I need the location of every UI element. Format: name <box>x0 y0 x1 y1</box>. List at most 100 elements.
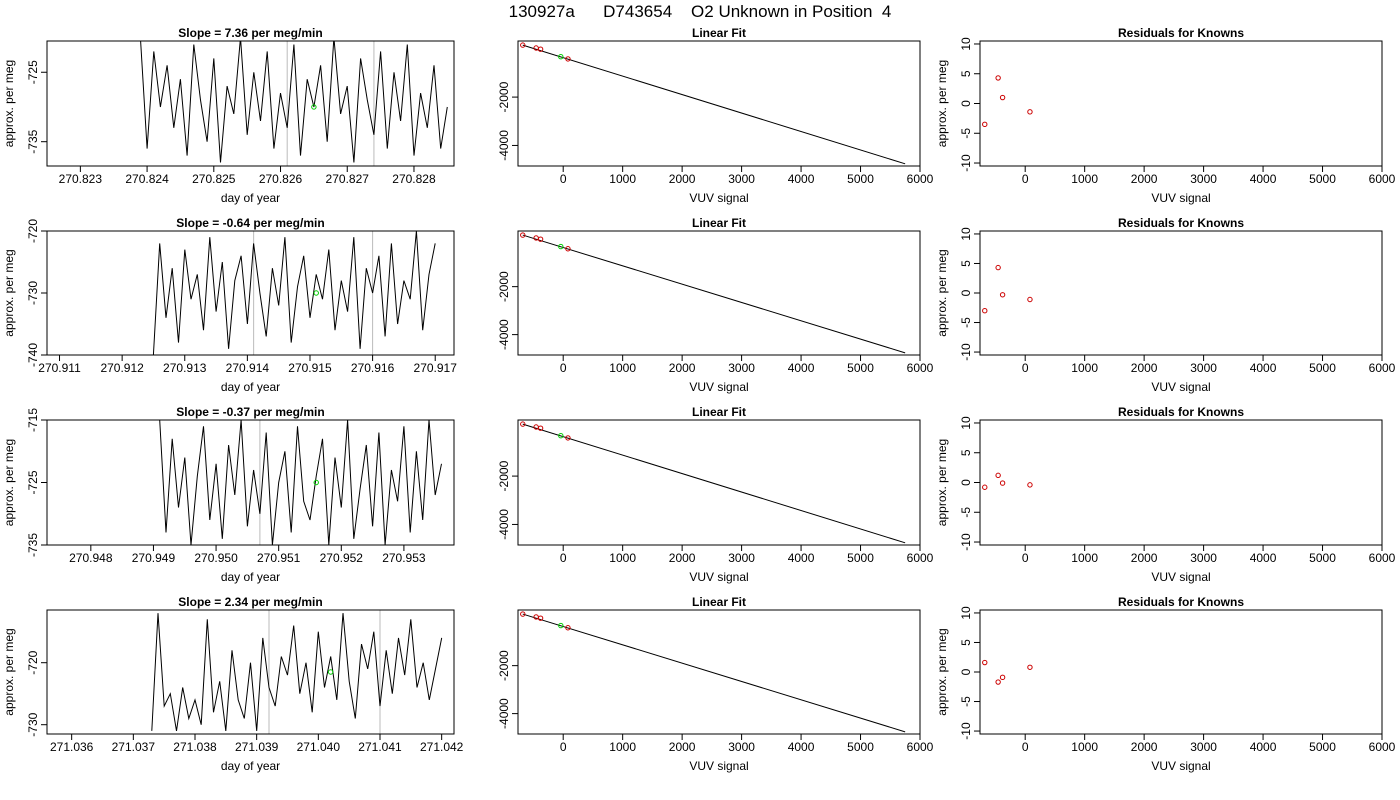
linear-fit-line <box>522 423 906 544</box>
x-tick-label: 270.825 <box>192 172 236 186</box>
x-tick-label: 0 <box>1022 172 1029 186</box>
x-tick-label: 4000 <box>1250 740 1277 754</box>
y-tick-label: 10 <box>959 37 973 51</box>
plot-frame <box>46 230 455 356</box>
plot-frame <box>46 40 455 167</box>
known-point-marker <box>999 292 1006 298</box>
x-tick-label: 1000 <box>1071 172 1098 186</box>
unknown-point-marker <box>327 669 334 675</box>
x-tick-label: 2000 <box>669 361 696 375</box>
x-tick-label: 5000 <box>1309 740 1336 754</box>
x-tick-label: 4000 <box>788 551 815 565</box>
x-tick-label: 2000 <box>1131 740 1158 754</box>
known-point-marker <box>999 674 1006 681</box>
x-tick-label: 0 <box>1022 361 1029 375</box>
x-tick-label: 2000 <box>1131 361 1158 375</box>
known-point-marker <box>1027 296 1033 303</box>
plot-frame <box>517 40 921 167</box>
x-tick-label: 5000 <box>847 172 874 186</box>
x-axis-label: VUV signal <box>1151 759 1210 773</box>
y-tick-label: -725 <box>26 60 40 84</box>
y-tick-label: 5 <box>959 639 973 646</box>
y-tick-label: -730 <box>26 281 40 305</box>
panel-title: Slope = -0.64 per meg/min <box>176 216 324 230</box>
x-tick-label: 3000 <box>1190 551 1217 565</box>
y-tick-label: -2000 <box>497 271 511 302</box>
x-axis-label: VUV signal <box>1151 570 1210 584</box>
unknown-point-marker <box>311 104 317 110</box>
x-tick-label: 6000 <box>907 172 934 186</box>
x-tick-label: 6000 <box>907 551 934 565</box>
x-tick-label: 270.949 <box>132 551 176 565</box>
y-tick-label: -2000 <box>497 650 511 681</box>
x-tick-label: 3000 <box>728 740 755 754</box>
x-tick-label: 2000 <box>669 551 696 565</box>
x-tick-label: 3000 <box>728 551 755 565</box>
x-axis-label: VUV signal <box>689 191 748 205</box>
x-axis-label: VUV signal <box>689 380 748 394</box>
x-axis-label: VUV signal <box>689 759 748 773</box>
x-tick-label: 1000 <box>609 551 636 565</box>
x-tick-label: 271.038 <box>173 740 217 754</box>
x-tick-label: 5000 <box>847 551 874 565</box>
x-tick-label: 6000 <box>1369 361 1396 375</box>
panel-title: Slope = 7.36 per meg/min <box>178 26 322 40</box>
known-point-marker <box>565 246 571 252</box>
x-tick-label: 270.952 <box>320 551 364 565</box>
signal-trace-line <box>140 41 448 163</box>
x-tick-label: 270.951 <box>257 551 301 565</box>
x-tick-label: 0 <box>1022 551 1029 565</box>
y-tick-label: -5 <box>959 128 973 139</box>
y-tick-label: -4000 <box>497 698 511 729</box>
y-tick-label: -720 <box>26 650 40 674</box>
unknown-point-marker <box>313 290 319 296</box>
y-tick-label: -720 <box>26 219 40 243</box>
x-tick-label: 5000 <box>847 740 874 754</box>
y-tick-label: -4000 <box>497 509 511 540</box>
x-tick-label: 2000 <box>669 172 696 186</box>
y-tick-label: 5 <box>959 70 973 77</box>
plot-frame <box>979 609 1383 735</box>
x-tick-label: 270.953 <box>382 551 426 565</box>
panel-title: Linear Fit <box>692 216 746 230</box>
x-tick-label: 270.828 <box>392 172 436 186</box>
known-point-marker <box>995 264 1001 271</box>
x-tick-label: 3000 <box>728 361 755 375</box>
y-tick-label: 5 <box>959 260 973 267</box>
x-tick-label: 1000 <box>609 172 636 186</box>
known-point-marker <box>565 56 571 62</box>
x-axis-label: day of year <box>221 380 280 394</box>
x-tick-label: 271.040 <box>297 740 341 754</box>
signal-trace-line <box>151 613 443 731</box>
x-tick-label: 3000 <box>1190 361 1217 375</box>
x-tick-label: 271.042 <box>420 740 464 754</box>
known-point-marker <box>1027 109 1033 115</box>
x-tick-label: 270.950 <box>194 551 238 565</box>
known-point-marker <box>520 421 526 427</box>
x-tick-label: 2000 <box>1131 551 1158 565</box>
x-axis-label: day of year <box>221 759 280 773</box>
plot-frame <box>517 230 921 356</box>
known-point-marker <box>520 611 526 617</box>
x-axis-label: VUV signal <box>689 570 748 584</box>
figure-title: 130927a D743654 O2 Unknown in Position 4 <box>508 2 892 21</box>
x-tick-label: 270.912 <box>100 361 144 375</box>
y-tick-label: -5 <box>959 317 973 328</box>
plot-frame <box>517 609 921 735</box>
y-tick-label: -10 <box>959 722 973 740</box>
panel-title: Slope = -0.37 per meg/min <box>176 405 324 419</box>
panel-title: Linear Fit <box>692 26 746 40</box>
x-tick-label: 3000 <box>1190 740 1217 754</box>
y-tick-label: -5 <box>959 696 973 707</box>
y-axis-label: approx. per meg <box>2 249 16 336</box>
known-point-marker <box>999 480 1006 486</box>
known-point-marker <box>982 121 988 128</box>
y-tick-label: -10 <box>959 154 973 172</box>
x-tick-label: 5000 <box>1309 551 1336 565</box>
known-point-marker <box>1027 482 1033 488</box>
panel-title: Slope = 2.34 per meg/min <box>178 595 322 609</box>
x-tick-label: 1000 <box>1071 551 1098 565</box>
x-tick-label: 4000 <box>788 172 815 186</box>
x-tick-label: 6000 <box>1369 551 1396 565</box>
